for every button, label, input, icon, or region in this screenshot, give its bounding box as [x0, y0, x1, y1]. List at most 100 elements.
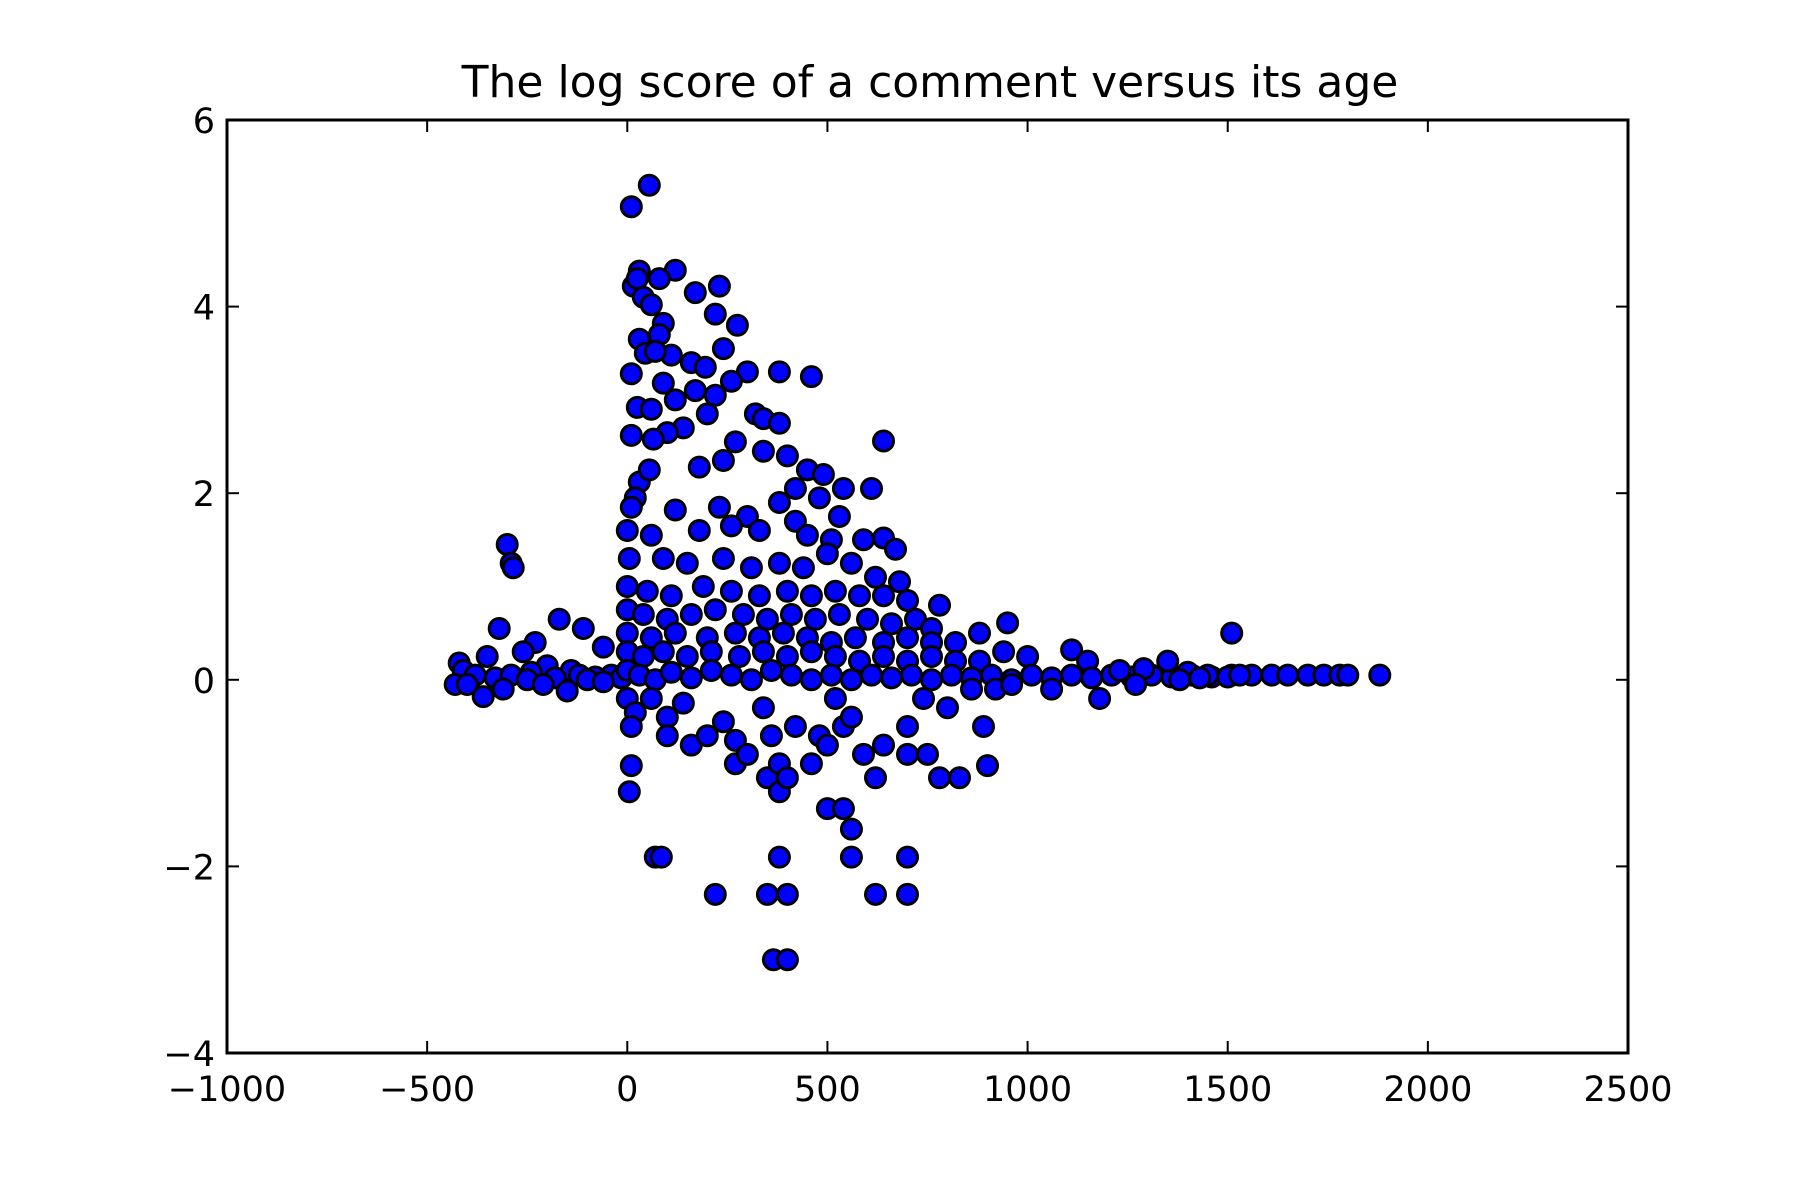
- data-point: [615, 575, 639, 598]
- y-tick-label: 4: [193, 289, 215, 329]
- y-tick-label: 0: [193, 662, 215, 702]
- data-point: [799, 668, 823, 692]
- x-tick-label: 1000: [983, 1070, 1072, 1110]
- data-point: [501, 556, 525, 580]
- data-point: [1060, 663, 1084, 687]
- data-point: [531, 673, 555, 696]
- data-point: [920, 645, 943, 668]
- data-point: [928, 593, 951, 617]
- data-point: [860, 663, 883, 687]
- data-point: [767, 360, 791, 384]
- tick-labels: −1000 −500 0 500 1000 1500 2000 2500 −4 −2 0 2 4 6: [163, 102, 1672, 1110]
- data-point: [827, 505, 851, 528]
- data-point: [872, 584, 895, 608]
- data-point: [655, 724, 679, 748]
- data-point: [767, 411, 791, 435]
- data-point: [755, 607, 779, 631]
- data-point: [643, 339, 667, 363]
- data-point: [699, 659, 723, 682]
- data-point: [651, 371, 675, 395]
- data-point: [723, 430, 747, 454]
- data-point: [852, 742, 875, 766]
- data-point: [771, 621, 795, 645]
- data-point: [641, 427, 665, 451]
- data-point: [920, 668, 943, 692]
- data-point: [1088, 687, 1112, 710]
- data-point: [831, 797, 855, 821]
- data-point: [679, 666, 703, 690]
- data-point: [1108, 659, 1132, 682]
- data-point: [900, 663, 923, 687]
- data-point: [896, 715, 919, 738]
- data-point: [687, 519, 711, 542]
- data-point: [1020, 663, 1044, 687]
- data-point: [848, 584, 871, 608]
- data-point: [799, 640, 823, 664]
- data-point: [968, 621, 991, 645]
- data-point: [872, 733, 895, 757]
- data-point: [864, 766, 887, 790]
- data-point: [843, 626, 867, 650]
- data-point: [815, 542, 839, 566]
- data-point: [735, 742, 759, 766]
- data-point: [679, 603, 703, 626]
- data-point: [896, 845, 919, 869]
- data-point: [1168, 668, 1192, 692]
- data-point: [659, 660, 683, 684]
- x-tick-label: 2500: [1583, 1070, 1672, 1110]
- data-point: [711, 449, 735, 472]
- data-point: [940, 663, 963, 687]
- data-point: [884, 537, 907, 561]
- data-point: [767, 491, 791, 514]
- data-point: [619, 495, 643, 519]
- y-tick-label: 2: [193, 475, 215, 515]
- data-point: [936, 696, 959, 720]
- y-tick-label: −2: [163, 848, 215, 888]
- data-point: [856, 607, 879, 631]
- data-point: [1156, 649, 1180, 673]
- data-point: [619, 754, 643, 778]
- data-point: [619, 423, 643, 447]
- data-point: [1016, 645, 1040, 668]
- data-point: [691, 575, 715, 598]
- data-point: [839, 668, 863, 692]
- data-point: [775, 766, 799, 790]
- data-point: [637, 173, 661, 197]
- data-point: [727, 645, 751, 668]
- data-point: [703, 882, 727, 906]
- data-point: [747, 519, 771, 542]
- data-point: [495, 533, 519, 556]
- data-point: [547, 607, 571, 631]
- data-point: [823, 645, 847, 668]
- data-point: [839, 705, 863, 729]
- data-point: [1040, 677, 1064, 701]
- data-point: [617, 780, 641, 804]
- data-point: [827, 603, 851, 626]
- data-point: [699, 640, 723, 664]
- data-point: [896, 626, 919, 650]
- data-point: [799, 365, 823, 389]
- data-point: [896, 882, 919, 906]
- data-point: [960, 677, 983, 701]
- data-point: [719, 369, 743, 393]
- data-point: [487, 617, 511, 640]
- data-point: [707, 274, 731, 298]
- data-point: [723, 621, 747, 645]
- data-point: [719, 663, 743, 687]
- data-point: [619, 362, 643, 386]
- data-point: [651, 547, 675, 570]
- data-point: [703, 598, 727, 622]
- data-point: [651, 640, 675, 664]
- data-point: [639, 523, 663, 547]
- data-point: [719, 514, 743, 538]
- data-point: [637, 458, 661, 482]
- data-point: [775, 882, 799, 906]
- data-point: [751, 439, 775, 463]
- data-point: [591, 635, 615, 659]
- data-point: [707, 495, 731, 519]
- x-tick-label: 2000: [1383, 1070, 1472, 1110]
- data-point: [1220, 621, 1244, 645]
- data-point: [775, 948, 799, 972]
- data-point: [1188, 666, 1212, 690]
- data-point: [687, 455, 711, 479]
